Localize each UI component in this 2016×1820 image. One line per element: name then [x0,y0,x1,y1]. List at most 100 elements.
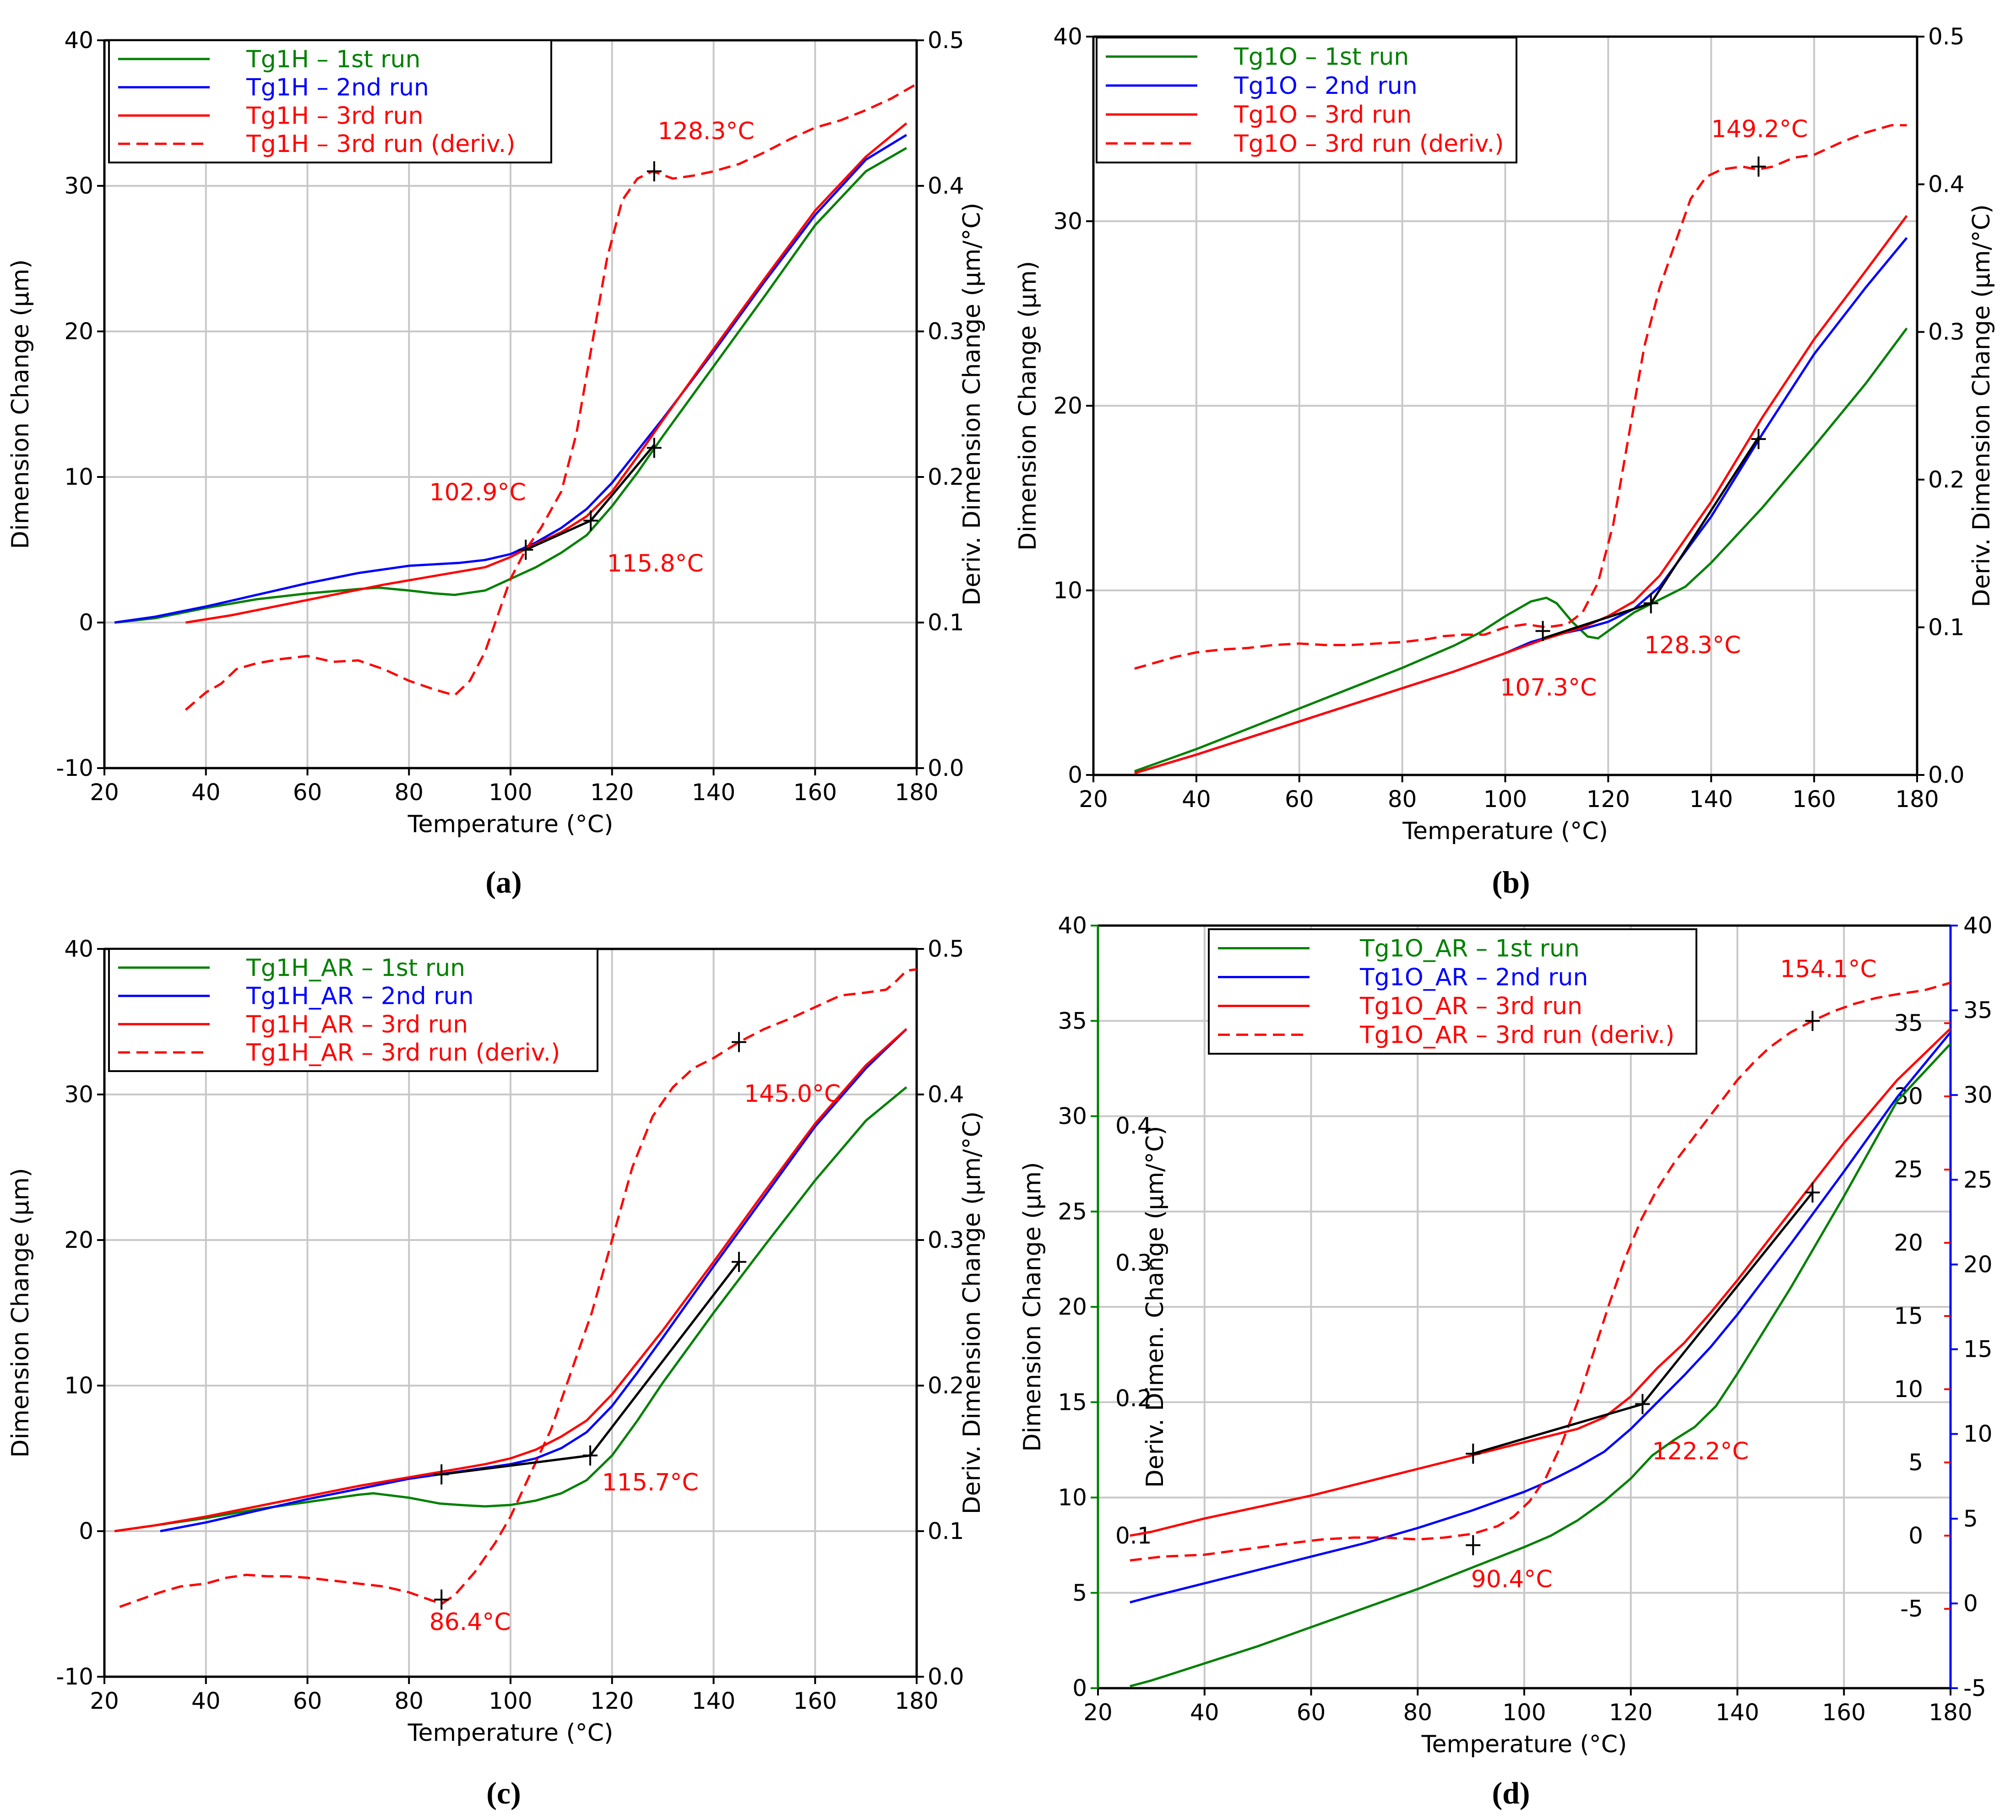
panel-d: 20 40 60 80 100 120 140 160 18005101520253035400… [1019,912,1993,1810]
annotation-label: 102.9°C [429,479,526,506]
y2-axis-label: Deriv. Dimension Change (µm/°C) [958,1111,986,1514]
onset-segment [1650,436,1760,604]
legend-label: Tg1H – 3rd run (deriv.) [246,130,516,158]
x-tick-label: 80 [394,1688,424,1714]
y-axis-label: Dimension Change (µm) [7,260,34,549]
x-tick-label: 80 [1388,786,1417,812]
onset-segment [441,1454,591,1476]
y2-tick-label: 0.0 [928,755,964,781]
y-tick-label: 10 [1058,1484,1087,1511]
legend-label: Tg1O_AR – 1st run [1359,935,1580,963]
y4-tick-label: 0 [1963,1590,1978,1617]
y-tick-label: -10 [56,755,93,781]
x-tick-label: 60 [293,1688,322,1714]
onset-segment [525,520,592,551]
legend-label: Tg1H – 1st run [246,46,420,73]
x-tick-label: 60 [1285,786,1314,812]
y3-tick-label: 25 [1894,1156,1923,1183]
series-line-4 [1130,981,1951,1562]
y4-tick-label: 35 [1963,997,1993,1024]
x-tick-label: 100 [1502,1699,1546,1726]
x-tick-label: 40 [1182,786,1211,812]
annotation-label: 149.2°C [1711,115,1808,143]
x-tick-label: 40 [1190,1699,1219,1726]
annotation-label: 128.3°C [1644,632,1741,659]
y2-axis-label: Deriv. Dimen. Change (µm/°C) [1141,1126,1169,1488]
x-tick-label: 120 [590,1688,634,1714]
y-tick-label: 30 [64,173,93,199]
legend-box [1208,928,1697,1055]
y-tick-label: 35 [1058,1008,1087,1034]
x-tick-label: 100 [489,779,532,806]
legend-label: Tg1O – 3rd run [1234,101,1412,129]
x-tick-label: 20 [90,1688,119,1714]
y2-tick-label: 0.1 [1928,614,1965,640]
x-tick-label: 160 [1822,1699,1866,1726]
y2-tick-label: 0.5 [1928,23,1965,50]
grid [103,39,918,769]
y-tick-label: 0 [1068,762,1082,788]
x-tick-label: 20 [1083,1699,1113,1726]
y-tick-label: 40 [64,936,93,962]
y4-tick-label: 15 [1963,1336,1993,1363]
annotation-label: 90.4°C [1471,1565,1553,1593]
y2-tick-label: 0.2 [928,464,964,490]
x-axis-label: Temperature (°C) [408,811,614,838]
y-tick-label: 0 [79,1518,93,1544]
annotation-label: 122.2°C [1652,1438,1749,1465]
series-line-2 [1130,1031,1951,1604]
y-tick-label: 20 [64,318,93,345]
y2-tick-label: 0.4 [1928,171,1965,198]
y2-axis-label: Deriv. Dimension Change (µm/°C) [1968,204,1995,607]
series-line-4 [1134,124,1907,670]
y2-tick-label: 0.2 [1928,466,1965,493]
x-tick-label: 20 [90,779,119,806]
y2-tick-label: 0.5 [928,936,964,962]
y2-tick-label: 0.4 [928,1081,964,1108]
x-tick-label: 160 [1792,786,1836,812]
legend-label: Tg1H_AR – 2nd run [246,983,474,1010]
x-axis-label: Temperature (°C) [1421,1731,1627,1758]
legend-label: Tg1O – 1st run [1234,43,1409,71]
y-tick-label: 25 [1058,1198,1087,1225]
y2-tick-label: 0.4 [1115,1112,1152,1139]
y2-tick-label: 0.1 [928,609,964,636]
legend-label: Tg1O_AR – 2nd run [1359,964,1588,991]
x-axis-label: Temperature (°C) [1402,818,1608,845]
onset-segment [1641,1192,1814,1405]
y3-tick-label: -5 [1900,1596,1923,1622]
legend-label: Tg1O_AR – 3rd run (deriv.) [1359,1022,1674,1049]
annotation-label: 115.7°C [602,1469,699,1496]
series-line-2 [160,1028,907,1533]
y-tick-label: 10 [64,464,93,490]
y2-tick-label: 0.0 [1928,762,1965,788]
y2-tick-label: 0.3 [928,318,964,345]
x-tick-label: 140 [1716,1699,1759,1726]
y-tick-label: 40 [1053,23,1082,50]
series-line-3 [185,122,907,624]
y-axis-label: Dimension Change (µm) [7,1168,34,1458]
x-tick-label: 180 [895,779,938,806]
onset-segment [589,1261,740,1457]
legend-label: Tg1H – 3rd run [246,102,423,130]
y4-tick-label: 5 [1963,1506,1978,1532]
y-tick-label: -10 [56,1663,93,1690]
x-tick-label: 100 [1483,786,1527,812]
y2-tick-label: 0.2 [928,1372,964,1399]
onset-segment [1542,602,1652,639]
onset-segment [1473,1403,1643,1455]
series-line-2 [114,134,907,624]
x-tick-label: 120 [1609,1699,1652,1726]
y2-tick-label: 0.3 [1928,319,1965,345]
x-tick-label: 180 [1895,786,1939,812]
series-line-3 [1130,1028,1951,1537]
y2-tick-label: 0.3 [1115,1250,1152,1276]
annotation-label: 107.3°C [1500,674,1597,702]
x-tick-label: 60 [293,779,322,806]
x-tick-label: 40 [191,779,221,806]
annotation-label: 115.8°C [607,550,704,578]
x-tick-label: 180 [895,1688,938,1714]
series-line-4 [119,968,917,1608]
y-tick-label: 10 [1053,577,1082,604]
